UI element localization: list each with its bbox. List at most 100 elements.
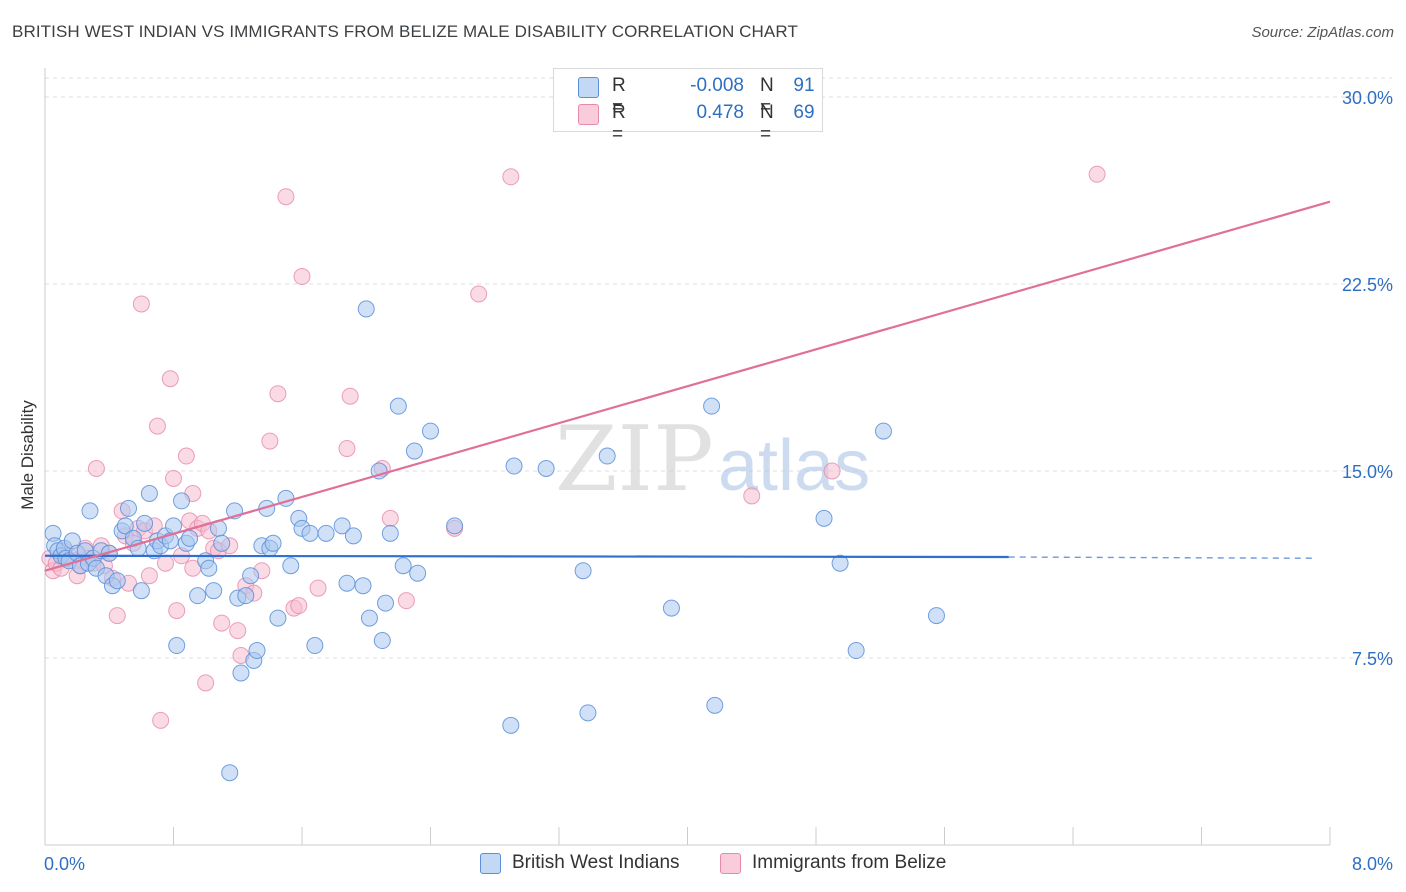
- bwi-point: [264, 534, 282, 552]
- x-tick-label: 0.0%: [44, 854, 85, 874]
- y-tick-label: 22.5%: [1342, 275, 1393, 295]
- belize-trend-line: [44, 200, 1331, 572]
- bwi-point: [200, 559, 218, 577]
- belize-point: [168, 602, 186, 620]
- bwi-point: [360, 609, 378, 627]
- bwi-point: [662, 599, 680, 617]
- bwi-point: [502, 716, 520, 734]
- axes: [44, 68, 1331, 846]
- bwi-point: [574, 562, 592, 580]
- correlation-legend: R = -0.008 N = 91 R = 0.478 N = 69: [553, 68, 823, 145]
- belize-point: [309, 579, 327, 597]
- tick-labels: 7.5% 15.0% 22.5% 30.0% 0.0% 8.0%: [44, 88, 1393, 874]
- bwi-point: [269, 609, 287, 627]
- bwi-point: [598, 447, 616, 465]
- bwi-point: [874, 422, 892, 440]
- bwi-point: [394, 557, 412, 575]
- bwi-point: [333, 517, 351, 535]
- bwi-point: [703, 397, 721, 415]
- belize-point: [470, 285, 488, 303]
- bwi-point: [706, 696, 724, 714]
- bwi-point: [357, 300, 375, 318]
- bwi-point: [213, 534, 231, 552]
- bwi-point: [189, 587, 207, 605]
- belize-point: [1088, 165, 1106, 183]
- bwi-point: [815, 509, 833, 527]
- belize-point: [823, 462, 841, 480]
- bwi-point: [173, 492, 191, 510]
- bwi-point: [317, 524, 335, 542]
- r-value: -0.008: [690, 75, 744, 96]
- n-label: N =: [760, 102, 774, 145]
- watermark-zip: ZIP: [555, 407, 714, 512]
- bwi-point: [242, 567, 260, 585]
- bwi-point: [181, 529, 199, 547]
- bwi-point: [847, 642, 865, 660]
- belize-point: [338, 440, 356, 458]
- bwi-point: [282, 557, 300, 575]
- bwi-point: [354, 577, 372, 595]
- bwi-swatch-icon: [480, 853, 501, 874]
- r-value: 0.478: [696, 102, 744, 123]
- bwi-point: [381, 524, 399, 542]
- x-tick-label: 8.0%: [1352, 854, 1393, 874]
- bwi-point: [140, 484, 158, 502]
- belize-point: [381, 509, 399, 527]
- belize-swatch-icon: [578, 104, 599, 125]
- bwi-point: [81, 502, 99, 520]
- watermark-atlas: atlas: [718, 426, 870, 506]
- bwi-point: [505, 457, 523, 475]
- bwi-point: [136, 514, 154, 532]
- bwi-point: [389, 397, 407, 415]
- y-axis-label: Male Disability: [18, 400, 37, 510]
- n-value: 69: [793, 102, 815, 123]
- belize-point: [269, 385, 287, 403]
- legend-label-bwi: British West Indians: [512, 852, 680, 873]
- bwi-point: [338, 574, 356, 592]
- belize-point: [743, 487, 761, 505]
- belize-point: [165, 469, 182, 487]
- chart-title: BRITISH WEST INDIAN VS IMMIGRANTS FROM B…: [12, 22, 798, 41]
- belize-swatch-icon: [720, 853, 741, 874]
- bwi-swatch-icon: [578, 77, 599, 98]
- bwi-point: [377, 594, 395, 612]
- bwi-point: [405, 442, 423, 460]
- belize-point: [140, 567, 158, 585]
- belize-point: [293, 268, 311, 286]
- y-tick-label: 30.0%: [1342, 88, 1393, 108]
- bwi-point: [306, 637, 324, 655]
- belize-point: [213, 614, 231, 632]
- series-bwi-points: [44, 300, 945, 782]
- legend-label-belize: Immigrants from Belize: [752, 852, 947, 873]
- belize-point: [229, 622, 247, 640]
- bwi-point: [409, 564, 427, 582]
- bwi-point: [120, 499, 138, 517]
- belize-point: [132, 295, 150, 313]
- bwi-point: [168, 637, 186, 655]
- belize-point: [341, 387, 359, 405]
- n-label: N =: [760, 75, 774, 118]
- bwi-point: [927, 607, 945, 625]
- bwi-trend-line: [44, 554, 1009, 559]
- bwi-point: [108, 572, 126, 590]
- belize-point: [156, 554, 174, 572]
- r-label: R =: [612, 102, 626, 145]
- belize-point: [177, 447, 195, 465]
- belize-point: [87, 460, 105, 478]
- belize-point: [197, 674, 215, 692]
- belize-point: [502, 168, 520, 186]
- bwi-point: [344, 527, 362, 545]
- belize-point: [152, 711, 170, 729]
- belize-point: [397, 592, 415, 610]
- bwi-point: [132, 582, 150, 600]
- bwi-point: [232, 664, 250, 682]
- r-label: R =: [612, 75, 626, 118]
- belize-point: [261, 432, 279, 450]
- bwi-point: [422, 422, 439, 440]
- bwi-point: [301, 524, 319, 542]
- bwi-point: [237, 587, 255, 605]
- bwi-point: [373, 632, 391, 650]
- belize-point: [108, 607, 126, 625]
- source-note: Source: ZipAtlas.com: [1251, 24, 1394, 41]
